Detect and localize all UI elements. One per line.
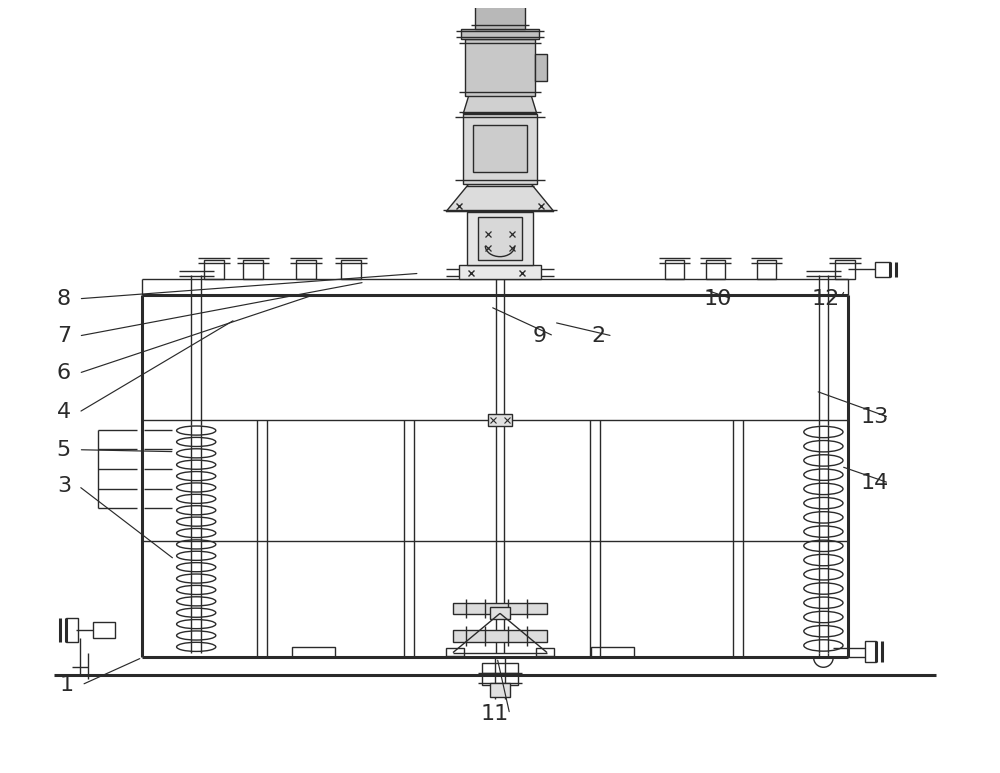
Bar — [453, 630, 547, 642]
Bar — [465, 39, 535, 96]
Bar — [490, 608, 510, 619]
Text: 14: 14 — [860, 473, 888, 493]
Text: 3: 3 — [57, 476, 71, 496]
Text: 2: 2 — [591, 326, 605, 346]
Bar — [204, 260, 224, 279]
Text: 8: 8 — [57, 289, 71, 308]
Bar — [446, 648, 464, 656]
Text: 10: 10 — [703, 289, 732, 308]
Bar — [478, 217, 522, 260]
Text: 7: 7 — [57, 326, 71, 346]
Bar — [467, 212, 533, 265]
Bar — [243, 260, 263, 279]
Bar — [490, 683, 510, 696]
Bar — [757, 260, 776, 279]
Bar — [292, 647, 335, 658]
Bar — [463, 114, 537, 184]
Bar — [706, 260, 725, 279]
Polygon shape — [463, 96, 537, 114]
Bar — [459, 265, 541, 279]
Bar — [475, 0, 525, 29]
Bar — [835, 260, 855, 279]
Bar — [473, 125, 527, 172]
Text: 9: 9 — [532, 326, 546, 346]
Bar — [93, 622, 115, 638]
Bar — [461, 29, 539, 39]
Text: 12: 12 — [811, 289, 839, 308]
Text: 11: 11 — [481, 704, 509, 724]
Bar — [591, 647, 634, 658]
Text: 13: 13 — [860, 407, 888, 427]
Bar — [66, 618, 78, 642]
Polygon shape — [446, 184, 554, 212]
Bar — [875, 261, 890, 278]
Bar — [453, 603, 547, 615]
Bar — [482, 663, 518, 673]
Bar — [482, 675, 518, 685]
Bar — [865, 641, 876, 662]
Bar — [296, 260, 316, 279]
Bar — [535, 54, 547, 81]
Text: 5: 5 — [57, 440, 71, 460]
Bar — [665, 260, 684, 279]
Bar — [341, 260, 361, 279]
Text: 4: 4 — [57, 403, 71, 423]
Bar — [488, 414, 512, 426]
Text: 6: 6 — [57, 363, 71, 383]
Text: 1: 1 — [60, 675, 74, 695]
Bar — [536, 648, 554, 656]
